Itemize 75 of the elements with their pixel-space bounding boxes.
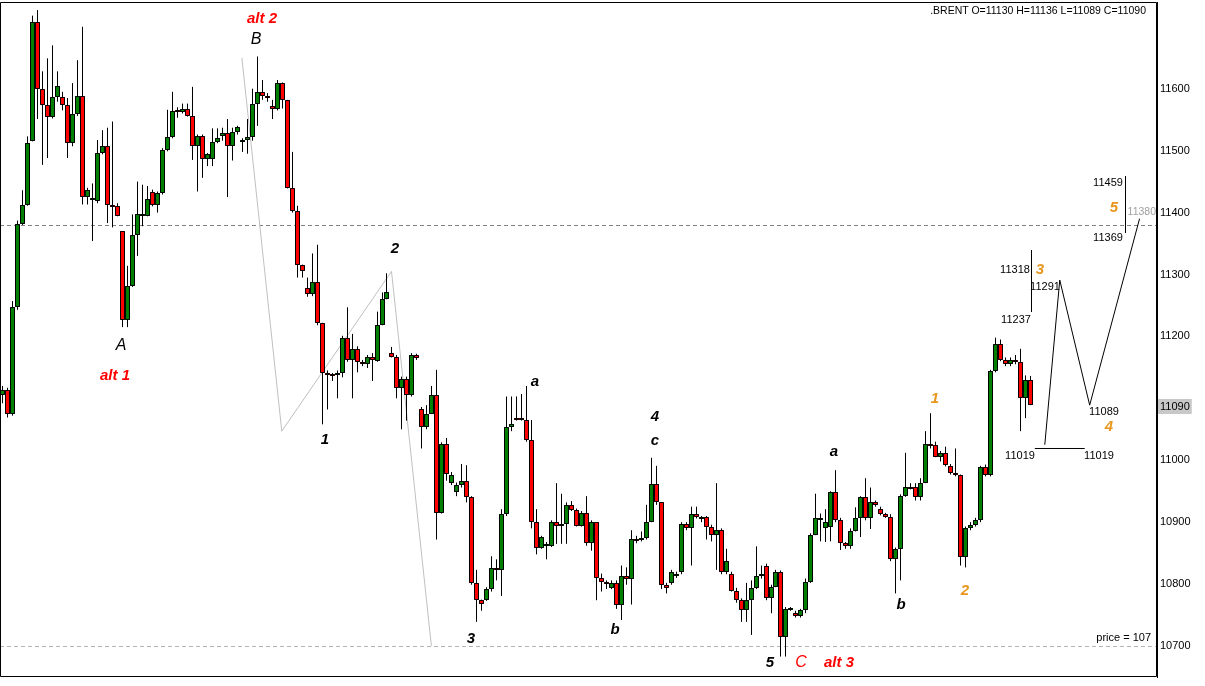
candlestick xyxy=(659,501,664,590)
candlestick xyxy=(165,109,170,152)
candlestick xyxy=(40,70,45,166)
candlestick xyxy=(754,545,759,590)
annotation: 11318 xyxy=(1000,263,1030,276)
candlestick xyxy=(803,578,808,614)
candlestick xyxy=(469,495,474,586)
candlestick xyxy=(524,385,529,443)
annotation: 11459 xyxy=(1093,176,1123,189)
y-tick-label: 11400 xyxy=(1160,205,1190,218)
annotation: price = 107 xyxy=(1096,631,1151,644)
annotation: 3 xyxy=(1035,260,1045,278)
candlestick xyxy=(15,220,20,311)
candlestick xyxy=(285,99,290,189)
y-tick-label: 11300 xyxy=(1160,267,1190,280)
annotation: 2 xyxy=(389,239,400,257)
candlestick xyxy=(898,493,903,581)
annotation: c xyxy=(650,431,660,449)
candlestick xyxy=(55,70,60,103)
annotation: 11369 xyxy=(1093,231,1123,244)
text: 11090 xyxy=(1160,400,1190,413)
candlestick xyxy=(509,395,514,432)
candlestick xyxy=(853,506,858,532)
candlestick xyxy=(529,419,534,529)
ref-line-label: 11380 xyxy=(1127,205,1157,218)
annotation: alt 1 xyxy=(99,366,131,384)
candlestick xyxy=(380,291,385,326)
candlestick xyxy=(295,205,300,279)
candlestick xyxy=(20,189,25,226)
annotation: B xyxy=(250,30,262,48)
candlestick xyxy=(729,571,734,593)
annotation: 11019 xyxy=(1084,449,1114,462)
candlestick xyxy=(160,147,165,196)
annotation: A xyxy=(114,336,127,354)
annotation: b xyxy=(896,595,906,613)
annotation: 4 xyxy=(1103,417,1114,435)
annotation: 11291 xyxy=(1030,280,1060,293)
annotation: 4 xyxy=(649,407,660,425)
candlestick xyxy=(504,395,509,517)
candlestick xyxy=(644,504,649,541)
candlestick xyxy=(250,88,255,142)
annotation: C xyxy=(795,653,808,671)
annotation: alt 2 xyxy=(246,9,278,27)
chart-title: .BRENT O=11130 H=11136 L=11089 C=11090 xyxy=(930,3,1147,16)
candlestick xyxy=(130,213,135,288)
annotation: 11089 xyxy=(1089,405,1119,418)
candlestick xyxy=(25,135,30,207)
y-tick-label: 10900 xyxy=(1160,515,1191,528)
candlestick xyxy=(320,322,325,425)
annotation: 1 xyxy=(930,389,940,407)
candlestick xyxy=(474,569,479,623)
y-tick-label: 10700 xyxy=(1160,639,1191,652)
annotation: 5 xyxy=(765,653,775,671)
annotation: 2 xyxy=(959,581,970,599)
y-tick-label: 11600 xyxy=(1160,81,1190,94)
annotation: a xyxy=(829,442,839,460)
y-tick-label: 11200 xyxy=(1160,329,1190,342)
candlestick xyxy=(245,118,250,155)
candlestick xyxy=(808,532,813,584)
annotation: 11019 xyxy=(1005,449,1035,462)
candlestick xyxy=(838,517,843,551)
annotation: 1 xyxy=(320,430,330,448)
y-tick-label: 10800 xyxy=(1160,577,1191,590)
y-tick-label: 11500 xyxy=(1160,143,1190,156)
annotation: 11237 xyxy=(1001,313,1031,326)
y-tick-label: 11000 xyxy=(1160,453,1190,466)
candlestick xyxy=(953,447,958,477)
candlestick xyxy=(290,151,295,214)
candlestick xyxy=(60,91,65,111)
annotation: a xyxy=(530,372,540,390)
annotation: 5 xyxy=(1109,198,1119,216)
annotation: b xyxy=(610,620,620,638)
annotation: alt 3 xyxy=(823,653,855,671)
candlestick xyxy=(749,579,754,636)
annotation: 3 xyxy=(466,629,476,647)
